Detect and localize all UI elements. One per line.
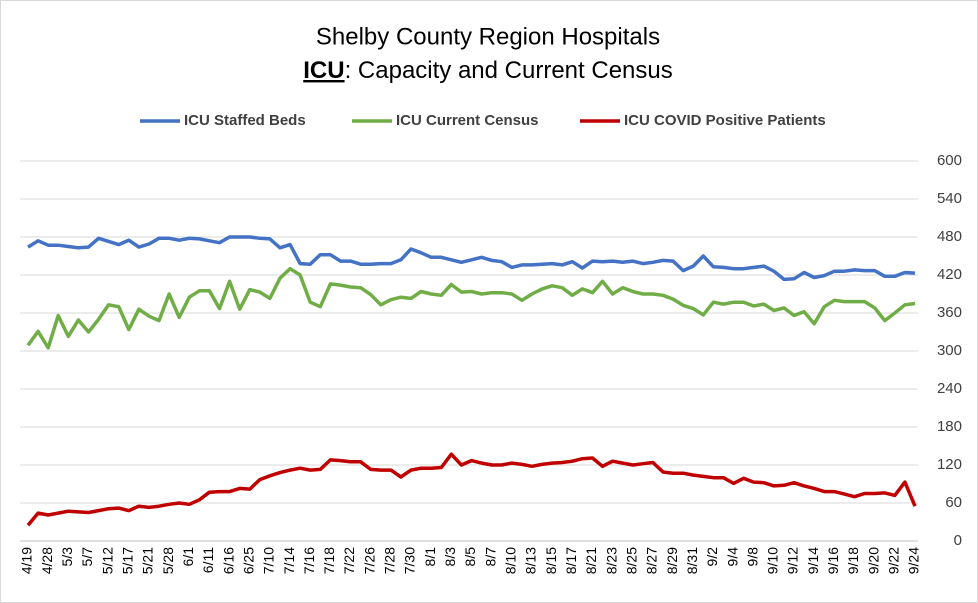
x-tick-label: 7/18 — [321, 547, 337, 574]
x-tick-label: 8/7 — [482, 547, 498, 567]
x-tick-label: 5/12 — [99, 547, 115, 574]
x-tick-label: 6/25 — [240, 547, 256, 574]
legend-label: ICU Staffed Beds — [184, 112, 306, 129]
y-tick-label: 180 — [937, 418, 962, 435]
series-line — [26, 452, 917, 527]
x-tick-label: 5/17 — [119, 547, 135, 574]
x-tick-label: 5/28 — [160, 547, 176, 574]
x-tick-label: 9/4 — [724, 547, 740, 567]
x-tick-label: 8/31 — [684, 547, 700, 574]
legend-label: ICU COVID Positive Patients — [624, 112, 826, 129]
x-tick-label: 8/1 — [422, 547, 438, 567]
x-tick-label: 8/15 — [543, 547, 559, 574]
x-tick-label: 9/2 — [704, 547, 720, 567]
series-line — [26, 266, 916, 350]
y-tick-label: 480 — [937, 228, 962, 245]
x-tick-label: 7/28 — [382, 547, 398, 574]
y-tick-label: 360 — [937, 304, 962, 321]
x-tick-label: 7/22 — [341, 547, 357, 574]
y-tick-label: 420 — [937, 266, 962, 283]
x-tick-label: 8/23 — [603, 547, 619, 574]
x-tick-label: 7/14 — [281, 547, 297, 574]
x-tick-label: 6/11 — [200, 547, 216, 573]
x-tick-label: 8/17 — [563, 547, 579, 574]
x-tick-label: 4/19 — [19, 547, 35, 574]
x-tick-label: 9/22 — [886, 547, 902, 574]
x-tick-label: 9/10 — [765, 547, 781, 574]
subtitle-rest: : Capacity and Current Census — [345, 57, 673, 84]
x-tick-label: 8/5 — [462, 547, 478, 567]
y-tick-label: 240 — [937, 380, 962, 397]
x-tick-label: 5/3 — [59, 547, 75, 567]
x-tick-label: 6/16 — [220, 547, 236, 574]
y-tick-label: 0 — [954, 532, 962, 549]
x-tick-label: 7/16 — [301, 547, 317, 574]
x-tick-label: 8/29 — [664, 547, 680, 574]
x-tick-label: 8/3 — [442, 547, 458, 567]
x-tick-label: 9/24 — [906, 547, 922, 574]
legend-label: ICU Current Census — [396, 112, 539, 129]
x-tick-label: 5/7 — [79, 547, 95, 567]
x-tick-label: 9/8 — [744, 547, 760, 567]
x-tick-label: 9/16 — [825, 547, 841, 574]
x-tick-label: 8/10 — [503, 547, 519, 574]
x-tick-label: 9/20 — [865, 547, 881, 574]
x-tick-label: 5/21 — [140, 547, 156, 574]
y-tick-label: 600 — [937, 152, 962, 169]
x-tick-label: 6/1 — [180, 547, 196, 567]
x-tick-label: 8/25 — [623, 547, 639, 574]
x-tick-label: 7/10 — [261, 547, 277, 574]
x-tick-label: 8/27 — [644, 547, 660, 574]
subtitle-bold: ICU — [303, 57, 344, 84]
x-tick-label: 4/28 — [39, 547, 55, 574]
x-tick-label: 7/26 — [361, 547, 377, 574]
y-tick-label: 60 — [945, 494, 962, 511]
y-tick-label: 540 — [937, 190, 962, 207]
x-tick-label: 8/21 — [583, 547, 599, 574]
x-tick-label: 8/13 — [523, 547, 539, 574]
x-tick-label: 9/12 — [785, 547, 801, 574]
chart-title: Shelby County Region Hospitals — [316, 23, 660, 50]
series-line — [27, 235, 916, 282]
chart-subtitle: ICU: Capacity and Current Census — [303, 57, 673, 84]
x-tick-label: 7/30 — [402, 547, 418, 574]
x-tick-label: 9/14 — [805, 547, 821, 574]
x-tick-label: 9/18 — [845, 547, 861, 574]
y-tick-label: 300 — [937, 342, 962, 359]
y-tick-label: 120 — [937, 456, 962, 473]
